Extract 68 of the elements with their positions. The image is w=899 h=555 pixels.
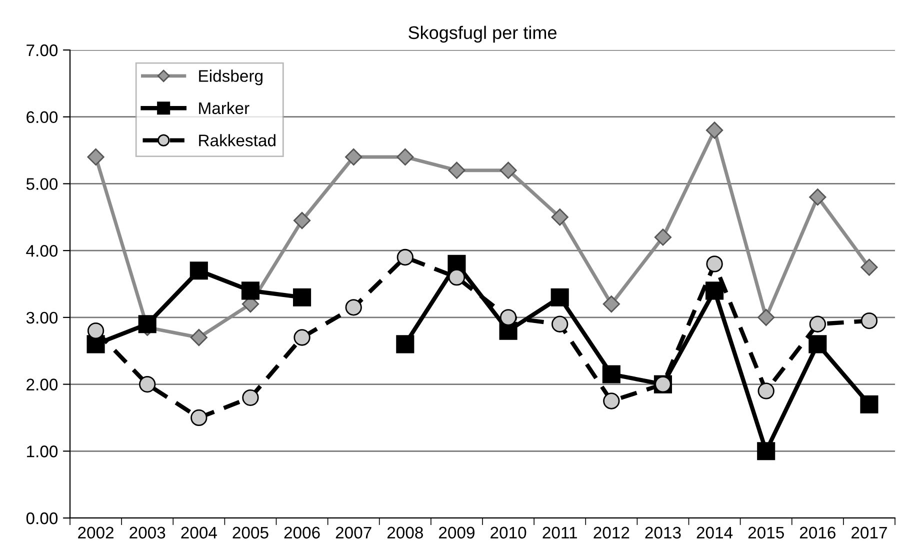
point (242, 389, 259, 406)
point (293, 212, 311, 230)
x-tick-label: 2003 (130, 526, 166, 539)
y-tick-label: 3.00 (26, 312, 58, 324)
x-tick-label: 2015 (748, 526, 784, 539)
point (87, 148, 104, 166)
point (396, 248, 414, 266)
point (654, 228, 672, 246)
point (241, 282, 260, 300)
y-tick-label: 1.00 (27, 446, 58, 458)
point (706, 122, 724, 139)
point (809, 188, 826, 206)
x-tick-label: 2006 (284, 526, 320, 539)
point (448, 268, 466, 286)
x-tick-label: 2005 (232, 526, 268, 539)
y-tick-label: 6.00 (26, 111, 58, 124)
legend-label: Rakkestad (199, 134, 276, 146)
point (757, 442, 776, 460)
point (809, 316, 826, 332)
x-tick-label: 2017 (852, 526, 887, 539)
point (808, 335, 827, 354)
point (396, 335, 414, 354)
point (551, 208, 568, 226)
x-tick-label: 2002 (78, 526, 114, 539)
x-tick-label: 2010 (490, 526, 526, 539)
point (500, 162, 517, 179)
point (500, 309, 517, 326)
point (602, 365, 620, 384)
y-tick-label: 2.00 (26, 378, 58, 390)
point (448, 162, 466, 179)
legend-label: Eidsberg (199, 70, 262, 86)
point (602, 296, 620, 313)
point (138, 315, 156, 334)
point (758, 382, 774, 400)
point (345, 299, 362, 316)
x-tick-label: 2009 (439, 526, 474, 539)
x-tick-label: 2016 (800, 526, 836, 539)
x-tick-label: 2011 (542, 526, 577, 539)
point (552, 316, 568, 332)
point (190, 262, 208, 280)
point (294, 329, 310, 346)
point (345, 148, 362, 166)
point (87, 322, 104, 340)
y-tick-label: 4.00 (26, 244, 58, 257)
y-tick-label: 5.00 (26, 178, 58, 190)
x-tick-label: 2012 (594, 526, 630, 539)
x-tick-label: 2008 (387, 526, 423, 539)
point (190, 328, 208, 346)
point (860, 312, 878, 330)
point (860, 258, 878, 276)
point (706, 282, 724, 300)
point (293, 288, 312, 306)
point (758, 308, 775, 326)
point (550, 288, 569, 306)
y-tick-label: 0.00 (26, 512, 58, 524)
point (860, 395, 878, 414)
chart-title: Skogsfugl per time (408, 26, 556, 43)
y-tick-label: 7.00 (26, 44, 58, 56)
point (190, 409, 208, 426)
point (396, 148, 414, 166)
point (603, 392, 620, 410)
point (706, 256, 723, 272)
x-tick-label: 2014 (696, 526, 733, 539)
x-tick-label: 2004 (181, 526, 217, 539)
point (139, 376, 156, 393)
x-tick-label: 2007 (336, 526, 372, 539)
legend-label: Marker (199, 102, 250, 114)
x-tick-label: 2013 (645, 526, 681, 539)
